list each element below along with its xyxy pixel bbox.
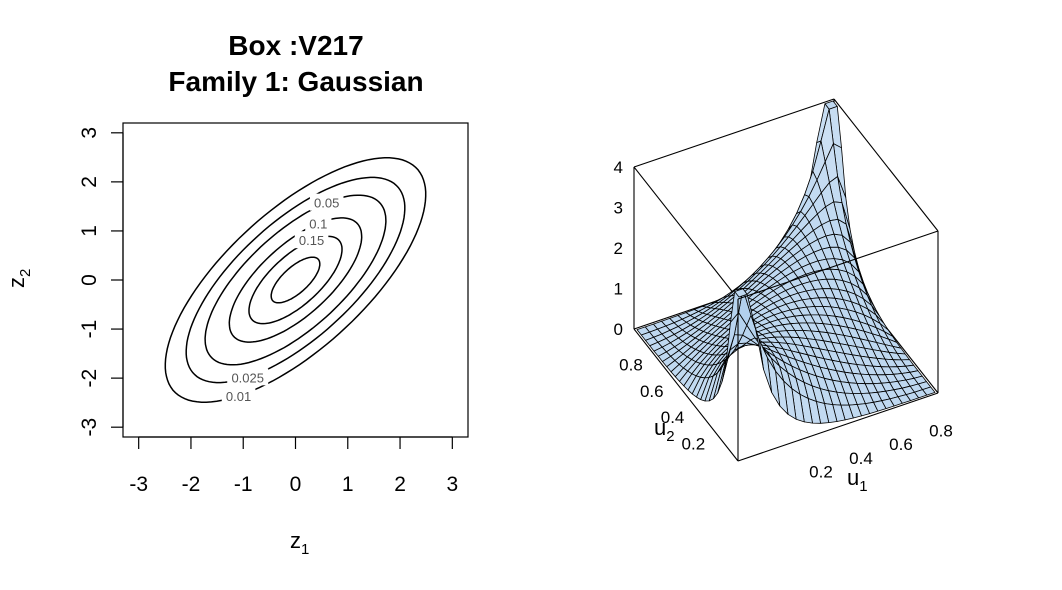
- contour-label: 0.15: [299, 233, 324, 248]
- surface-mesh: [636, 100, 936, 424]
- x-tick-label: 2: [394, 473, 406, 496]
- surface-y-tick-label: 0.2: [682, 435, 706, 454]
- surface-tick-labels: 0.2 0.2 0.4 0.4 0.6 0.6 0.8 0.8 0 1 2 3 4: [614, 158, 953, 481]
- y-tick-label: -2: [78, 369, 101, 388]
- y-tick-label: 0: [78, 274, 101, 286]
- contour-label-bg: [294, 231, 329, 249]
- x-tick-label: -3: [129, 473, 148, 496]
- contour-line: [164, 157, 427, 403]
- surface-plot: 0.2 0.2 0.4 0.4 0.6 0.6 0.8 0.8 0 1 2 3 4 u1 u2: [614, 98, 953, 495]
- surface-z-tick-label: 4: [614, 158, 623, 177]
- surface-z-tick-label: 0: [614, 320, 623, 339]
- surface-y-axis-label: u2: [654, 415, 675, 445]
- contour-line: [228, 217, 363, 343]
- surface-y-tick-label: 0.8: [619, 355, 643, 374]
- chart-title-line2: Family 1: Gaussian: [168, 66, 423, 97]
- surface-z-tick-label: 2: [614, 239, 623, 258]
- box-edge: [737, 392, 939, 462]
- y-tick-label: 2: [78, 176, 101, 188]
- contour-label: 0.025: [231, 370, 264, 385]
- x-axis: -3 -2 -1 0 1 2 3: [129, 436, 458, 496]
- contour-label-bg: [221, 386, 256, 404]
- contour-label: 0.1: [309, 216, 327, 231]
- y-tick-label: 3: [78, 127, 101, 139]
- y-axis-label: z2: [4, 269, 34, 288]
- box-edge: [633, 98, 835, 168]
- contour-lines: [164, 157, 427, 403]
- surface-z-tick-label: 3: [614, 199, 623, 218]
- box-edge: [737, 230, 939, 300]
- x-tick-label: -2: [182, 473, 201, 496]
- contour-label-bg: [305, 214, 332, 232]
- contour-label-bg: [309, 193, 344, 211]
- surface-x-tick-label: 0.4: [849, 449, 873, 468]
- surface-x-tick-label: 0.8: [929, 422, 953, 441]
- y-tick-label: 1: [78, 225, 101, 237]
- contour-line: [270, 256, 321, 304]
- box-edge: [833, 98, 939, 232]
- x-axis-label: z1: [290, 528, 309, 558]
- contour-line: [185, 176, 406, 384]
- x-tick-label: -1: [234, 473, 253, 496]
- x-tick-label: 0: [290, 473, 302, 496]
- surface-y-tick-label: 0.6: [640, 382, 664, 401]
- surface-box-front: [633, 167, 939, 462]
- surface-z-tick-label: 1: [614, 280, 623, 299]
- surface-x-tick-label: 0.6: [889, 435, 913, 454]
- contour-plot: 0.15 0.1 0.05 0.025 0.01 -3 -2 -1 0 1 2 3 -3 -2 -1 0 1…: [4, 122, 469, 558]
- x-tick-label: 3: [446, 473, 458, 496]
- chart-title-line1: Box :V217: [228, 30, 363, 61]
- surface-y-tick-label: 0.4: [661, 408, 685, 427]
- x-tick-label: 1: [342, 473, 354, 496]
- y-axis: -3 -2 -1 0 1 2 3: [78, 127, 124, 437]
- contour-label: 0.01: [226, 389, 251, 404]
- contour-labels: 0.15 0.1 0.05 0.025 0.01: [221, 193, 344, 404]
- y-tick-label: -1: [78, 320, 101, 339]
- surface-x-axis-label: u1: [847, 465, 868, 495]
- contour-line: [204, 194, 387, 366]
- surface-x-tick-label: 0.2: [809, 462, 833, 481]
- contour-label-bg: [227, 368, 269, 386]
- box-edge: [633, 166, 739, 300]
- contour-label: 0.05: [314, 196, 339, 211]
- contour-plot-frame: [122, 122, 469, 438]
- y-tick-label: -3: [78, 418, 101, 437]
- surface-facet: [734, 288, 748, 298]
- contour-line: [248, 235, 343, 325]
- box-edge: [633, 328, 739, 462]
